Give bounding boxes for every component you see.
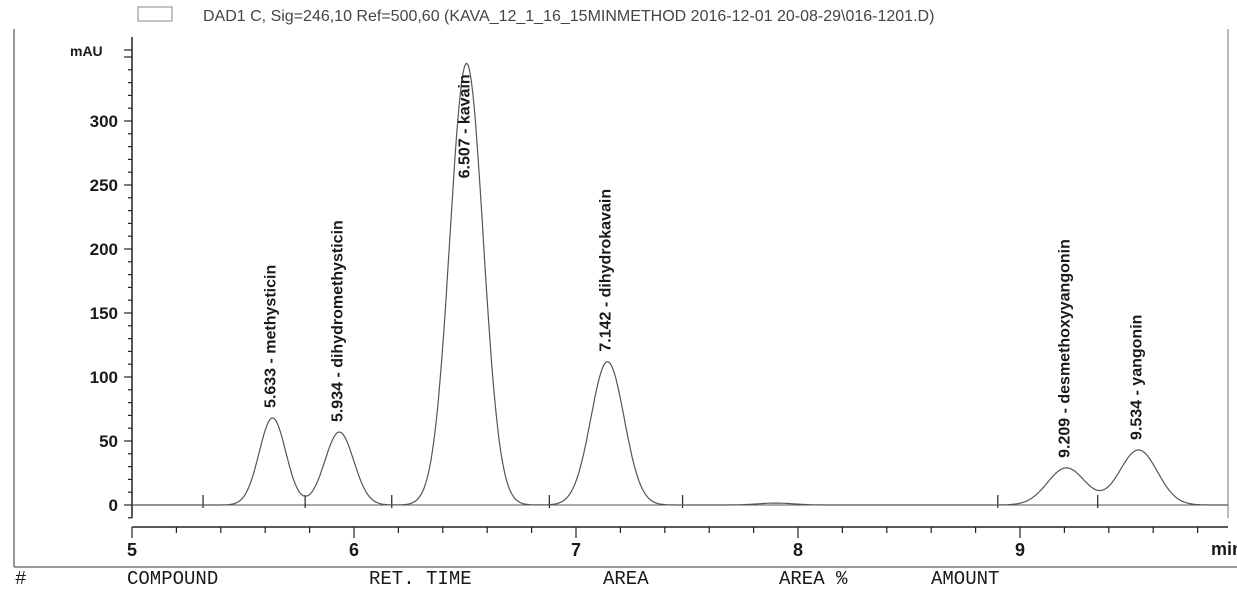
peak-label: 7.142 - dihydrokavain: [598, 189, 615, 352]
peak-label: 5.633 - methysticin: [263, 265, 280, 408]
integration-marks: [202, 495, 1099, 508]
chromatogram-trace: [132, 62, 1228, 506]
y-ticks: 0 50 100 150 200 250 300: [90, 49, 132, 519]
x-tick-label: 9: [1015, 540, 1025, 560]
table-header-ret-time: RET. TIME: [369, 568, 472, 589]
peak-label: 6.507 - kavain: [457, 74, 474, 178]
x-axis-label: min: [1211, 539, 1237, 559]
y-tick-label: 150: [90, 304, 118, 323]
y-tick-label: 300: [90, 112, 118, 131]
table-header-amount: AMOUNT: [931, 568, 999, 589]
peak-labels: 5.633 - methysticin 5.934 - dihydromethys…: [263, 74, 1146, 458]
table-header-area-pct: AREA %: [779, 568, 848, 589]
table-header-hash: #: [15, 568, 26, 589]
peak-label: 5.934 - dihydromethysticin: [329, 220, 346, 422]
signal-description: DAD1 C, Sig=246,10 Ref=500,60 (KAVA_12_1…: [203, 8, 934, 25]
y-tick-label: 200: [90, 240, 118, 259]
y-tick-label: 250: [90, 176, 118, 195]
y-tick-label: 50: [99, 432, 118, 451]
y-tick-label: 100: [90, 368, 118, 387]
peak-label: 9.534 - yangonin: [1129, 315, 1146, 440]
x-tick-label: 8: [793, 540, 803, 560]
legend-swatch: [137, 6, 173, 22]
x-tick-label: 5: [127, 540, 137, 560]
x-tick-label: 7: [571, 540, 581, 560]
table-header-compound: COMPOUND: [127, 568, 218, 589]
x-ticks: 5 6 7 8 9: [127, 527, 1199, 560]
x-tick-label: 6: [349, 540, 359, 560]
table-header-area: AREA: [603, 568, 649, 589]
y-tick-label: 0: [109, 496, 118, 515]
y-axis-label: mAU: [70, 43, 103, 59]
peak-label: 9.209 - desmethoxyyangonin: [1056, 239, 1073, 458]
